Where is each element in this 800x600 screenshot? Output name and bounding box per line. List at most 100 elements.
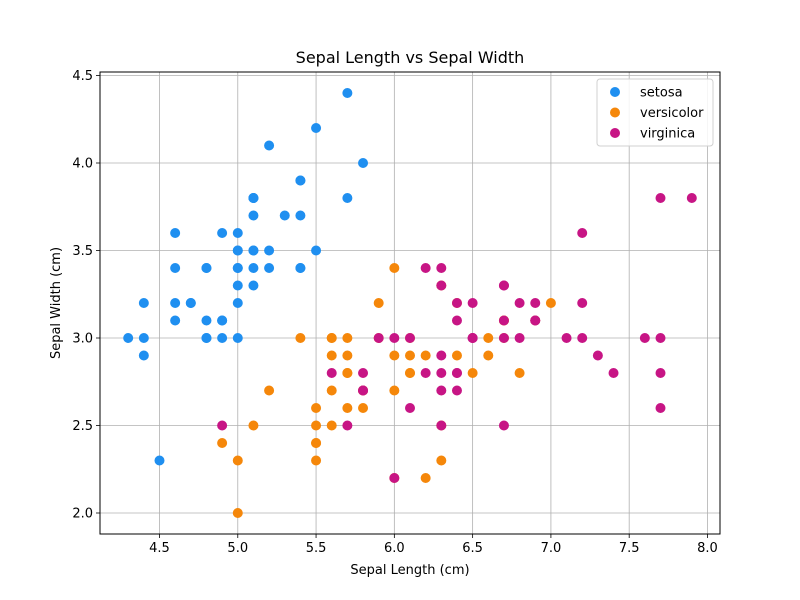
legend-label-setosa: setosa <box>640 86 683 101</box>
virginica-point <box>451 385 462 396</box>
y-tick-label: 4.0 <box>72 157 93 172</box>
virginica-point <box>451 368 462 378</box>
setosa-point <box>201 263 212 273</box>
versicolor-point <box>483 333 494 343</box>
virginica-point <box>577 228 588 238</box>
setosa-point <box>295 210 306 221</box>
versicolor-point <box>545 298 556 308</box>
setosa-point <box>248 263 259 273</box>
versicolor-point <box>483 350 494 361</box>
x-tick-label: 6.0 <box>384 541 405 556</box>
versicolor-point <box>232 508 243 518</box>
legend-box <box>596 78 714 147</box>
versicolor-point <box>514 368 525 378</box>
versicolor-point <box>342 350 353 361</box>
versicolor-point <box>420 350 431 361</box>
setosa-point <box>232 298 243 308</box>
versicolor-point <box>232 455 243 466</box>
versicolor-point <box>295 333 306 343</box>
legend-marker-virginica <box>610 128 620 138</box>
setosa-point <box>138 298 149 308</box>
virginica-point <box>420 263 431 273</box>
x-tick-label: 5.5 <box>306 541 327 556</box>
virginica-point <box>405 403 415 413</box>
y-tick-label: 4.5 <box>72 69 93 84</box>
setosa-point <box>217 315 228 326</box>
virginica-point <box>655 333 666 343</box>
setosa-point <box>248 193 259 203</box>
virginica-point <box>436 368 447 378</box>
setosa-point <box>264 263 275 273</box>
series-virginica <box>217 193 697 483</box>
setosa-point <box>185 298 196 308</box>
versicolor-point <box>264 385 275 396</box>
virginica-point <box>342 420 353 431</box>
virginica-point <box>577 298 588 308</box>
virginica-point <box>389 473 400 483</box>
setosa-point <box>170 298 181 308</box>
virginica-point <box>608 368 619 378</box>
virginica-point <box>436 385 447 396</box>
x-axis-title: Sepal Length (cm) <box>350 563 469 578</box>
versicolor-point <box>217 438 228 448</box>
virginica-point <box>451 298 462 308</box>
virginica-point <box>358 385 369 396</box>
versicolor-point <box>405 350 415 361</box>
chart-title: Sepal Length vs Sepal Width <box>296 48 525 67</box>
setosa-point <box>138 350 149 361</box>
versicolor-point <box>311 455 322 466</box>
legend: setosa versicolor virginica <box>596 78 714 147</box>
setosa-point <box>248 280 259 291</box>
setosa-point <box>217 228 228 238</box>
x-tick-label: 7.5 <box>619 541 640 556</box>
setosa-point <box>170 315 181 326</box>
versicolor-point <box>467 368 478 378</box>
setosa-point <box>342 88 353 98</box>
setosa-point <box>248 210 259 221</box>
versicolor-point <box>373 298 384 308</box>
versicolor-point <box>451 350 462 361</box>
versicolor-point <box>326 333 337 343</box>
virginica-point <box>514 298 525 308</box>
setosa-point <box>232 228 243 238</box>
versicolor-point <box>326 420 337 431</box>
legend-label-virginica: virginica <box>640 127 695 142</box>
versicolor-point <box>389 385 400 396</box>
y-tick-label: 3.5 <box>72 244 93 259</box>
setosa-point <box>295 175 306 186</box>
virginica-point <box>498 420 509 431</box>
virginica-point <box>436 280 447 291</box>
setosa-point <box>358 158 369 168</box>
versicolor-point <box>342 368 353 378</box>
y-tick-label: 2.0 <box>72 507 93 522</box>
versicolor-point <box>311 420 322 431</box>
setosa-point <box>201 333 212 343</box>
virginica-point <box>530 298 541 308</box>
setosa-point <box>138 333 149 343</box>
axis-ticks: 4.5 5.0 5.5 6.0 6.5 7.0 7.5 8.0 2.0 2.5 3.0 3.5 4.0 4… <box>72 69 718 556</box>
setosa-point <box>232 333 243 343</box>
virginica-point <box>358 368 369 378</box>
setosa-point <box>201 315 212 326</box>
versicolor-point <box>326 385 337 396</box>
virginica-point <box>655 368 666 378</box>
virginica-point <box>561 333 572 343</box>
virginica-point <box>686 193 697 203</box>
versicolor-point <box>405 368 415 378</box>
virginica-point <box>420 368 431 378</box>
versicolor-point <box>358 403 369 413</box>
virginica-point <box>326 368 337 378</box>
x-tick-label: 4.5 <box>149 541 170 556</box>
y-tick-label: 2.5 <box>72 419 93 434</box>
virginica-point <box>389 333 400 343</box>
y-axis-title: Sepal Width (cm) <box>49 247 64 359</box>
virginica-point <box>467 298 478 308</box>
virginica-point <box>514 333 525 343</box>
setosa-point <box>232 245 243 256</box>
virginica-point <box>639 333 650 343</box>
versicolor-point <box>248 420 259 431</box>
virginica-point <box>498 280 509 291</box>
virginica-point <box>655 193 666 203</box>
versicolor-point <box>436 455 447 466</box>
versicolor-point <box>420 473 431 483</box>
